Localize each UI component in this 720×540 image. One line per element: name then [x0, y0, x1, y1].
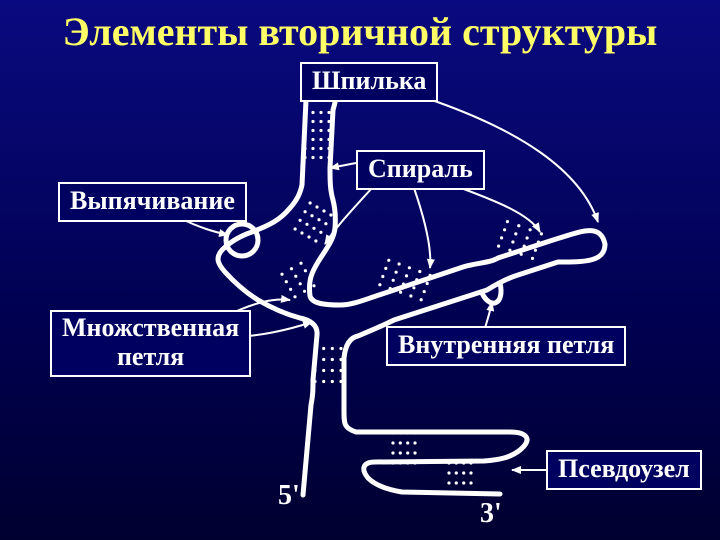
label-bulge: Выпячивание	[58, 182, 247, 222]
label-hairpin: Шпилька	[300, 62, 438, 102]
rna-backbone	[218, 72, 605, 495]
label-multi-loop-line1: Множственная	[62, 313, 239, 342]
pointer-arrows	[180, 84, 598, 470]
label-3-prime: 3'	[480, 498, 502, 530]
label-pseudoknot: Псевдоузел	[546, 450, 702, 490]
label-helix: Спираль	[356, 150, 485, 190]
label-multi-loop-line2: петля	[117, 342, 184, 371]
label-internal-loop: Внутренняя петля	[386, 326, 626, 366]
label-multi-loop: Множственная петля	[50, 310, 251, 377]
label-5-prime: 5'	[278, 480, 300, 512]
